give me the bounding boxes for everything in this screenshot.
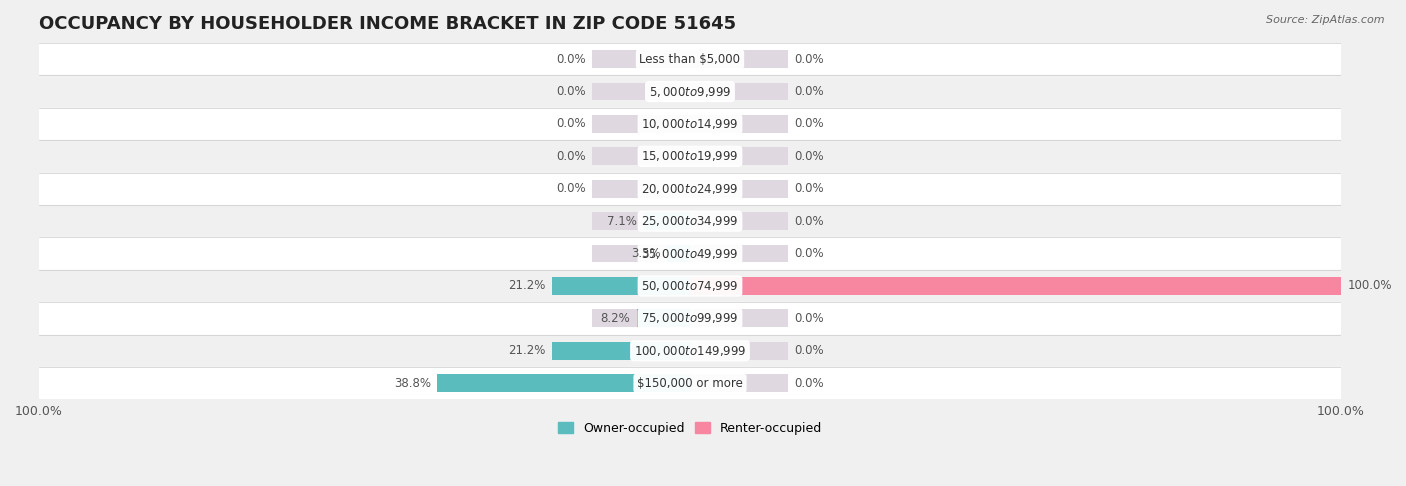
Text: 38.8%: 38.8% [394,377,430,390]
Text: 0.0%: 0.0% [557,52,586,66]
Text: 0.0%: 0.0% [557,118,586,130]
Text: 21.2%: 21.2% [508,344,546,357]
Bar [690,115,787,133]
Bar [39,205,1341,237]
Text: 3.5%: 3.5% [631,247,661,260]
Text: 0.0%: 0.0% [794,52,824,66]
Text: $50,000 to $74,999: $50,000 to $74,999 [641,279,738,293]
Bar [39,108,1341,140]
Text: 100.0%: 100.0% [1347,279,1392,293]
Bar [39,335,1341,367]
Text: Source: ZipAtlas.com: Source: ZipAtlas.com [1267,15,1385,25]
Text: 8.2%: 8.2% [600,312,630,325]
Bar [690,277,787,295]
Text: 7.1%: 7.1% [607,215,637,227]
Bar [592,342,690,360]
Text: Less than $5,000: Less than $5,000 [640,52,741,66]
Text: $10,000 to $14,999: $10,000 to $14,999 [641,117,738,131]
Bar [592,212,690,230]
Text: 0.0%: 0.0% [794,182,824,195]
Bar [637,310,690,327]
Bar [39,302,1341,335]
Text: $20,000 to $24,999: $20,000 to $24,999 [641,182,738,196]
Bar [39,270,1341,302]
Bar [39,43,1341,75]
Bar [690,147,787,165]
Bar [690,374,787,392]
Text: 0.0%: 0.0% [794,118,824,130]
Text: $5,000 to $9,999: $5,000 to $9,999 [648,85,731,99]
Text: 0.0%: 0.0% [557,85,586,98]
Bar [644,212,690,230]
Text: $100,000 to $149,999: $100,000 to $149,999 [634,344,747,358]
Text: 0.0%: 0.0% [557,150,586,163]
Text: $35,000 to $49,999: $35,000 to $49,999 [641,246,738,260]
Legend: Owner-occupied, Renter-occupied: Owner-occupied, Renter-occupied [553,417,827,439]
Text: $75,000 to $99,999: $75,000 to $99,999 [641,312,738,326]
Text: 0.0%: 0.0% [794,85,824,98]
Text: 21.2%: 21.2% [508,279,546,293]
Bar [668,244,690,262]
Bar [690,244,787,262]
Text: 0.0%: 0.0% [557,182,586,195]
Bar [592,50,690,68]
Text: $15,000 to $19,999: $15,000 to $19,999 [641,149,738,163]
Text: 0.0%: 0.0% [794,344,824,357]
Text: 0.0%: 0.0% [794,215,824,227]
Bar [592,115,690,133]
Bar [592,244,690,262]
Bar [592,180,690,198]
Bar [690,50,787,68]
Bar [553,342,690,360]
Bar [592,83,690,101]
Text: 0.0%: 0.0% [794,312,824,325]
Bar [690,83,787,101]
Bar [592,277,690,295]
Bar [39,367,1341,399]
Bar [39,140,1341,173]
Bar [690,180,787,198]
Bar [437,374,690,392]
Bar [690,342,787,360]
Bar [592,310,690,327]
Text: 0.0%: 0.0% [794,150,824,163]
Bar [592,147,690,165]
Bar [39,173,1341,205]
Bar [39,75,1341,108]
Bar [690,212,787,230]
Bar [690,277,1341,295]
Bar [592,374,690,392]
Text: $150,000 or more: $150,000 or more [637,377,742,390]
Bar [553,277,690,295]
Text: $25,000 to $34,999: $25,000 to $34,999 [641,214,738,228]
Text: 0.0%: 0.0% [794,247,824,260]
Text: OCCUPANCY BY HOUSEHOLDER INCOME BRACKET IN ZIP CODE 51645: OCCUPANCY BY HOUSEHOLDER INCOME BRACKET … [39,15,737,33]
Bar [39,237,1341,270]
Bar [690,310,787,327]
Text: 0.0%: 0.0% [794,377,824,390]
